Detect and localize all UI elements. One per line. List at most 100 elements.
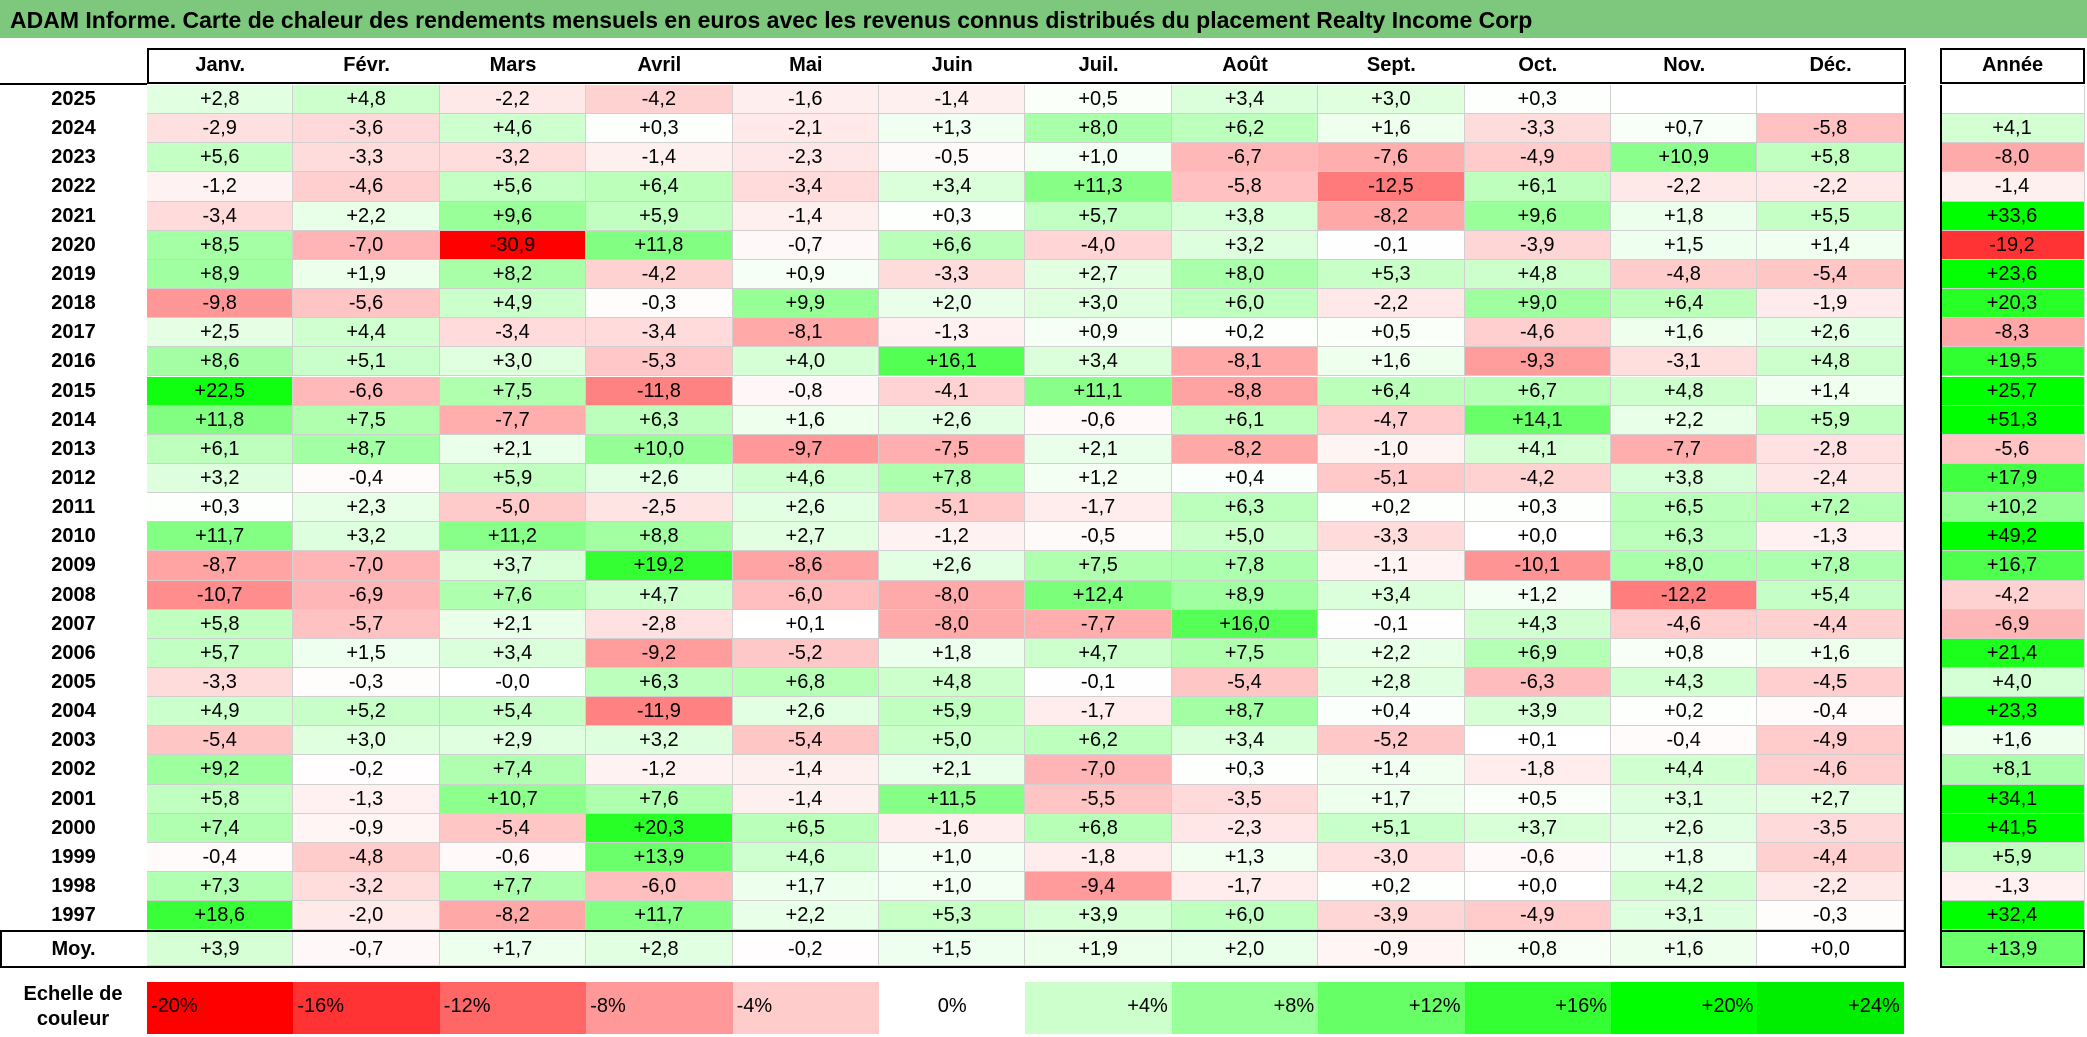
- heatmap-cell: +6,3: [1171, 493, 1319, 523]
- heatmap-cell: +7,6: [439, 580, 587, 610]
- color-scale-label: Echelle de couleur: [23, 983, 123, 1030]
- heatmap-cell: +0,0: [1464, 872, 1611, 902]
- row-year-label: 2024: [51, 117, 96, 140]
- heatmap-cell: +1,9: [293, 259, 440, 290]
- heatmap-cell: +0,2: [1318, 872, 1465, 902]
- heatmap-cell: +4,8: [293, 85, 440, 115]
- heatmap-cell: -4,8: [1611, 259, 1758, 290]
- heatmap-cell: -2,9: [147, 114, 294, 144]
- heatmap-cell: +7,5: [439, 376, 587, 406]
- heatmap-cell: +6,3: [586, 668, 733, 698]
- heatmap-cell: +6,8: [1025, 813, 1172, 843]
- heatmap-cell: [1611, 85, 1758, 115]
- heatmap-cell: -5,2: [732, 638, 879, 668]
- heatmap-cell: -12,2: [1611, 580, 1758, 610]
- heatmap-cell: +3,9: [1025, 901, 1172, 931]
- heatmap-cell: +4,6: [732, 463, 879, 494]
- heatmap-cell: +2,5: [147, 318, 294, 348]
- year-total-cell: [1940, 85, 2085, 115]
- heatmap-cell: +0,4: [1171, 463, 1319, 494]
- heatmap-cell: -4,0: [1025, 230, 1172, 260]
- row-year-label: 2023: [51, 146, 96, 169]
- heatmap-cell: -0,0: [439, 668, 587, 698]
- heatmap-cell: +5,9: [439, 463, 587, 494]
- heatmap-cell: -0,3: [293, 668, 440, 698]
- row-year-label: 2019: [51, 262, 96, 285]
- heatmap-cell: +0,7: [1611, 114, 1758, 144]
- heatmap-cell: +2,6: [586, 463, 733, 494]
- heatmap-cell: +0,1: [1464, 726, 1611, 756]
- average-cell: +1,5: [879, 932, 1026, 967]
- heatmap-cell: -4,9: [1464, 143, 1611, 173]
- table-right-border: [1903, 85, 1906, 933]
- heatmap-cell: +3,4: [1318, 580, 1465, 610]
- heatmap-cell: +3,4: [439, 638, 587, 668]
- heatmap-cell: +5,9: [879, 697, 1026, 727]
- year-total-cell: +33,6: [1940, 201, 2085, 231]
- heatmap-cell: +4,7: [586, 580, 733, 610]
- heatmap-cell: +3,4: [879, 172, 1026, 202]
- heatmap-cell: +5,4: [1757, 580, 1904, 610]
- heatmap-cell: +4,1: [1464, 434, 1611, 464]
- heatmap-cell: -5,5: [1025, 784, 1172, 814]
- heatmap-cell: +1,6: [732, 405, 879, 435]
- heatmap-cell: +1,4: [1757, 230, 1904, 260]
- heatmap-cell: -1,2: [879, 522, 1026, 552]
- heatmap-cell: -7,7: [1611, 434, 1758, 464]
- heatmap-cell: +7,3: [147, 872, 294, 902]
- heatmap-cell: +7,5: [1025, 551, 1172, 581]
- heatmap-cell: +0,3: [147, 493, 294, 523]
- color-scale-swatch: +20%: [1611, 982, 1758, 1034]
- year-total-cell: -6,9: [1940, 609, 2085, 639]
- heatmap-cell: -4,4: [1757, 842, 1904, 873]
- heatmap-cell: +4,7: [1025, 638, 1172, 668]
- year-total-cell: +10,2: [1940, 493, 2085, 523]
- heatmap-cell: +6,4: [1318, 376, 1465, 406]
- heatmap-cell: +19,2: [586, 551, 733, 581]
- heatmap-cell: +10,7: [439, 784, 587, 814]
- heatmap-cell: -4,2: [586, 259, 733, 290]
- heatmap-cell: -5,4: [732, 726, 879, 756]
- heatmap-cell: -9,4: [1025, 872, 1172, 902]
- heatmap-cell: +3,2: [147, 463, 294, 494]
- heatmap-cell: +8,8: [586, 522, 733, 552]
- heatmap-cell: +2,6: [879, 405, 1026, 435]
- heatmap-cell: +1,7: [732, 872, 879, 902]
- heatmap-cell: +5,6: [439, 172, 587, 202]
- year-total-cell: +21,4: [1940, 638, 2085, 668]
- heatmap-cell: -7,0: [293, 551, 440, 581]
- heatmap-cell: +0,8: [1611, 638, 1758, 668]
- heatmap-cell: +2,1: [439, 434, 587, 464]
- heatmap-cell: -5,3: [586, 347, 733, 377]
- heatmap-cell: -1,4: [732, 755, 879, 785]
- row-year-label: 2025: [51, 88, 96, 110]
- heatmap-cell: +6,2: [1171, 114, 1319, 144]
- heatmap-cell: +6,3: [586, 405, 733, 435]
- heatmap-cell: -1,6: [732, 85, 879, 115]
- row-year-label: 2015: [51, 379, 96, 402]
- row-year-label: 2010: [51, 525, 96, 548]
- color-scale-swatch: +4%: [1025, 982, 1172, 1034]
- color-scale-swatch: -20%: [147, 982, 294, 1034]
- heatmap-cell: -8,0: [879, 580, 1026, 610]
- heatmap-cell: +4,8: [1464, 259, 1611, 290]
- row-year-label: 2016: [51, 350, 96, 373]
- heatmap-cell: +6,4: [1611, 289, 1758, 319]
- year-total-cell: -1,3: [1940, 872, 2085, 902]
- heatmap-cell: +1,8: [879, 638, 1026, 668]
- heatmap-cell: -2,3: [732, 143, 879, 173]
- heatmap-cell: +6,7: [1464, 376, 1611, 406]
- color-scale-swatch: +16%: [1464, 982, 1611, 1034]
- year-total-cell: +5,9: [1940, 842, 2085, 873]
- heatmap-cell: +11,5: [879, 784, 1026, 814]
- heatmap-cell: -0,1: [1318, 609, 1465, 639]
- heatmap-cell: +4,9: [147, 697, 294, 727]
- heatmap-cell: +5,3: [879, 901, 1026, 931]
- heatmap-cell: -1,6: [879, 813, 1026, 843]
- heatmap-cell: +1,8: [1611, 201, 1758, 231]
- heatmap-cell: +2,2: [1318, 638, 1465, 668]
- heatmap-cell: -2,2: [1757, 872, 1904, 902]
- heatmap-cell: +11,3: [1025, 172, 1172, 202]
- heatmap-cell: -30,9: [439, 230, 587, 260]
- heatmap-cell: +7,5: [293, 405, 440, 435]
